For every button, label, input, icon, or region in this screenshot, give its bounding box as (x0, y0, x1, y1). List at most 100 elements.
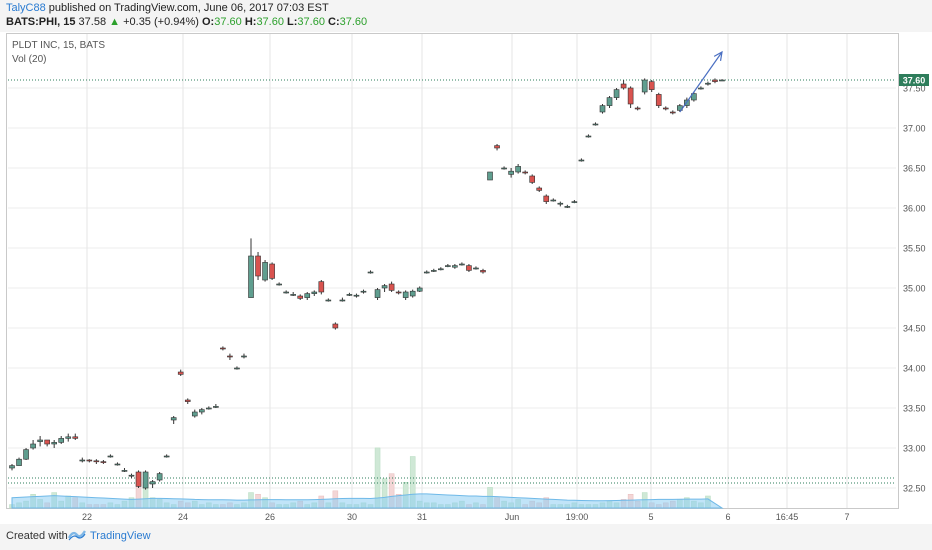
chart-legend-title: PLDT INC, 15, BATS (12, 40, 105, 51)
candle-body (719, 79, 725, 82)
candle-body (121, 470, 128, 472)
candle-body (409, 290, 416, 297)
y-tick-label: 36.50 (903, 164, 926, 174)
candle-body (149, 481, 156, 485)
last-price-badge-label: 37.60 (903, 76, 926, 86)
candle-body (93, 460, 100, 463)
candle-body (283, 291, 289, 294)
candle-body (220, 347, 226, 350)
candle-body (135, 471, 142, 487)
x-tick-label: 22 (82, 512, 92, 522)
candle-body (339, 299, 346, 302)
candle-body (353, 294, 360, 297)
candle-body (360, 290, 367, 293)
candle-body (395, 291, 402, 294)
close-value: 37.60 (339, 16, 368, 28)
chart-header: TalyC88 published on TradingView.com, Ju… (0, 0, 932, 32)
y-tick-label: 37.00 (903, 124, 926, 134)
candle-body (655, 94, 662, 106)
candle-body (536, 187, 543, 191)
candle-body (58, 438, 65, 443)
y-tick-label: 33.50 (903, 404, 926, 414)
candle-body (634, 107, 641, 110)
candle-body (114, 463, 121, 466)
x-tick-label: 31 (417, 512, 427, 522)
change-value: +0.35 (+0.94%) (123, 16, 199, 28)
y-tick-label: 34.00 (903, 364, 926, 374)
candle-body (100, 461, 107, 463)
candle-body (128, 474, 135, 477)
candle-body (564, 206, 571, 208)
candle-body (325, 299, 332, 302)
candle-body (374, 289, 381, 298)
volume-ma-area (11, 493, 724, 509)
candle-body (304, 293, 311, 298)
candle-body (156, 473, 163, 481)
tradingview-logo-icon (68, 530, 86, 541)
candle-body (508, 170, 514, 175)
y-tick-label: 32.50 (903, 484, 926, 494)
candle-body (248, 255, 254, 298)
low-value: 37.60 (297, 16, 325, 28)
candle-body (37, 439, 43, 442)
candle-body (613, 89, 620, 98)
candle-body (669, 111, 676, 114)
candle-body (592, 123, 599, 126)
candle-body (107, 455, 114, 458)
candle-body (585, 135, 592, 138)
x-tick-label: 19:00 (566, 512, 589, 522)
candle-body (262, 262, 268, 281)
candle-body (571, 201, 578, 203)
last-price-badge (899, 74, 929, 86)
candle-body (30, 443, 36, 449)
candle-body (423, 271, 430, 274)
y-tick-label: 36.00 (903, 204, 926, 214)
candle-body (199, 409, 205, 413)
author-link[interactable]: TalyC88 (6, 2, 46, 14)
price-axis[interactable] (898, 33, 932, 509)
candle-body (184, 399, 191, 402)
candle-body (227, 355, 233, 358)
y-tick-label: 34.50 (903, 324, 926, 334)
candle-body (438, 268, 444, 271)
candle-body (606, 97, 613, 106)
candle-body (550, 199, 557, 202)
x-tick-label: 24 (178, 512, 188, 522)
candle-body (255, 255, 261, 277)
candle-body (522, 171, 528, 174)
candle-body (381, 285, 388, 289)
high-value: 37.60 (256, 16, 284, 28)
candle-body (712, 79, 718, 82)
candle-body (501, 167, 507, 170)
x-tick-label: 7 (844, 512, 849, 522)
published-text: published on TradingView.com, June 06, 2… (45, 2, 329, 14)
candle-body (51, 442, 57, 445)
x-tick-label: 6 (725, 512, 730, 522)
candle-body (234, 367, 240, 370)
candle-body (297, 295, 304, 299)
candle-body (367, 271, 374, 274)
candle-body (627, 87, 634, 105)
tradingview-brand-link[interactable]: TradingView (90, 530, 151, 542)
candle-body (269, 263, 275, 279)
created-with-text: Created with (6, 530, 68, 542)
x-tick-label: Jun (505, 512, 520, 522)
candle-body (346, 294, 353, 296)
candle-body (705, 82, 711, 85)
candle-body (86, 459, 93, 462)
candle-body (44, 439, 50, 445)
candle-body (445, 265, 451, 267)
candle-body (452, 265, 458, 268)
candle-body (79, 459, 86, 462)
candle-body (9, 465, 15, 469)
candle-body (16, 458, 22, 466)
candle-body (276, 283, 282, 286)
candle-body (599, 105, 606, 113)
ohlc-line: BATS:PHI, 15 37.58 ▲ +0.35 (+0.94%) O:37… (6, 16, 367, 28)
candle-body (170, 417, 177, 421)
candle-body (402, 291, 409, 298)
candle-body (480, 270, 486, 273)
publish-line: TalyC88 published on TradingView.com, Ju… (6, 2, 329, 14)
change-up-icon: ▲ (109, 16, 121, 28)
